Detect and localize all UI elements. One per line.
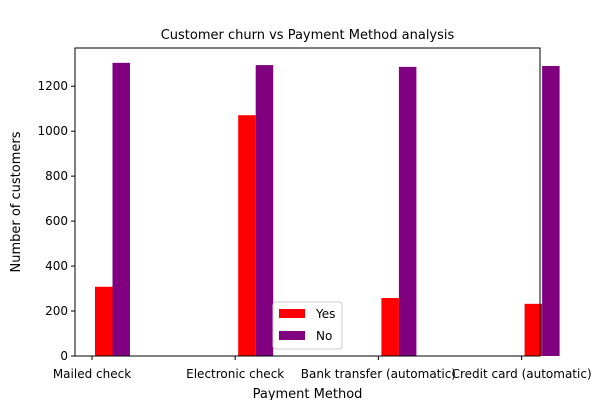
y-axis-label: Number of customers	[9, 131, 24, 272]
y-tick-label: 1000	[37, 124, 68, 138]
x-tick-label: Mailed check	[53, 367, 131, 381]
bar-yes-0	[95, 286, 113, 356]
y-tick-label: 0	[60, 349, 68, 363]
x-tick-label: Bank transfer (automatic)	[301, 367, 456, 381]
bar-yes-1	[238, 115, 256, 356]
chart-title: Customer churn vs Payment Method analysi…	[161, 28, 455, 43]
bar-no-2	[398, 66, 417, 356]
bars-layer	[95, 62, 560, 357]
y-axis: 0 200 400 600 800 1000 1200	[37, 79, 75, 363]
y-tick-label: 1200	[37, 79, 68, 93]
y-tick-label: 200	[45, 304, 68, 318]
bar-yes-3	[524, 303, 543, 356]
bar-no-1	[255, 65, 274, 356]
legend-label-no: No	[316, 329, 332, 343]
x-axis-label: Payment Method	[253, 387, 363, 400]
y-tick-label: 400	[45, 259, 68, 273]
bar-no-3	[542, 65, 560, 357]
legend: Yes No	[272, 301, 343, 350]
plot-area-frame	[74, 47, 541, 357]
x-tick-label: Electronic check	[186, 367, 284, 381]
x-tick-label: Credit card (automatic)	[452, 367, 592, 381]
x-axis: Mailed check Electronic check Bank transfe…	[53, 356, 592, 381]
y-tick-label: 600	[45, 214, 68, 228]
legend-swatch-no	[279, 331, 305, 340]
legend-swatch-yes	[279, 309, 305, 318]
legend-label-yes: Yes	[315, 307, 335, 321]
y-tick-label: 800	[45, 169, 68, 183]
bar-yes-2	[381, 298, 399, 356]
bar-no-0	[112, 62, 130, 357]
